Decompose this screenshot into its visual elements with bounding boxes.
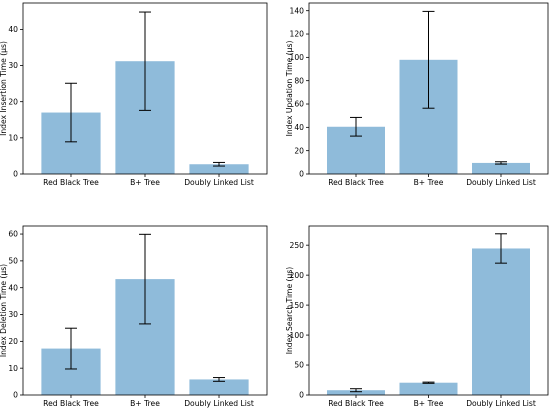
x-tick-label: B+ Tree bbox=[414, 399, 444, 408]
x-tick-label: Red Black Tree bbox=[43, 399, 99, 408]
y-tick-label: 0 bbox=[13, 391, 18, 400]
y-tick-label: 0 bbox=[299, 391, 304, 400]
y-axis-label: Index Insertion Time (μs) bbox=[0, 41, 8, 136]
y-tick-label: 10 bbox=[8, 134, 18, 143]
chart-panel-4: Red Black Tree B+ Tree Doubly Linked List 0… bbox=[285, 225, 549, 408]
y-tick-label: 20 bbox=[8, 337, 18, 346]
bar bbox=[189, 379, 249, 395]
x-tick-label: B+ Tree bbox=[130, 178, 160, 187]
y-tick-label: 100 bbox=[290, 331, 305, 340]
y-tick-label: 140 bbox=[290, 6, 305, 15]
y-tick-label: 250 bbox=[290, 241, 305, 250]
x-tick-label: B+ Tree bbox=[130, 399, 160, 408]
y-tick-label: 10 bbox=[8, 364, 18, 373]
plot-frame bbox=[22, 2, 268, 175]
x-tick-label: Red Black Tree bbox=[328, 178, 384, 187]
y-tick-label: 60 bbox=[8, 230, 18, 239]
x-tick-label: Red Black Tree bbox=[328, 399, 384, 408]
y-tick-label: 20 bbox=[294, 146, 304, 155]
bar bbox=[472, 162, 530, 174]
x-tick-label: Doubly Linked List bbox=[184, 399, 254, 408]
y-tick-label: 40 bbox=[8, 283, 18, 292]
bar bbox=[472, 248, 530, 395]
plot-frame bbox=[308, 2, 549, 175]
y-tick-label: 30 bbox=[8, 61, 18, 70]
y-axis-label: Index Updation Time (μs) bbox=[285, 41, 294, 137]
plot-frame bbox=[308, 225, 549, 396]
bar bbox=[327, 390, 385, 395]
y-tick-label: 0 bbox=[13, 170, 18, 179]
y-tick-label: 50 bbox=[8, 257, 18, 266]
y-tick-label: 30 bbox=[8, 310, 18, 319]
y-tick-label: 100 bbox=[290, 53, 305, 62]
bar bbox=[189, 164, 249, 174]
y-tick-label: 20 bbox=[8, 97, 18, 106]
y-tick-label: 150 bbox=[290, 301, 305, 310]
y-tick-label: 0 bbox=[299, 170, 304, 179]
x-tick-label: B+ Tree bbox=[414, 178, 444, 187]
x-tick-label: Doubly Linked List bbox=[466, 399, 536, 408]
y-tick-label: 80 bbox=[294, 76, 304, 85]
y-axis-label: Index Deletion Time (μs) bbox=[0, 264, 8, 357]
plot-frame bbox=[22, 225, 268, 396]
chart-panel-3: Red Black Tree B+ Tree Doubly Linked List 0… bbox=[0, 225, 268, 408]
x-tick-label: Red Black Tree bbox=[43, 178, 99, 187]
x-tick-label: Doubly Linked List bbox=[184, 178, 254, 187]
y-axis-label: Index Search Time (μs) bbox=[285, 267, 294, 355]
bar bbox=[399, 382, 458, 395]
chart-panel-2: Red Black Tree B+ Tree Doubly Linked List 0… bbox=[285, 2, 549, 187]
y-tick-label: 60 bbox=[294, 100, 304, 109]
x-tick-label: Doubly Linked List bbox=[466, 178, 536, 187]
chart-panel-1: Red Black Tree B+ Tree Doubly Linked List 0… bbox=[0, 2, 268, 187]
y-tick-label: 200 bbox=[290, 271, 305, 280]
y-tick-label: 50 bbox=[294, 361, 304, 370]
y-tick-label: 120 bbox=[290, 30, 305, 39]
y-tick-label: 40 bbox=[294, 123, 304, 132]
y-tick-label: 40 bbox=[8, 25, 18, 34]
